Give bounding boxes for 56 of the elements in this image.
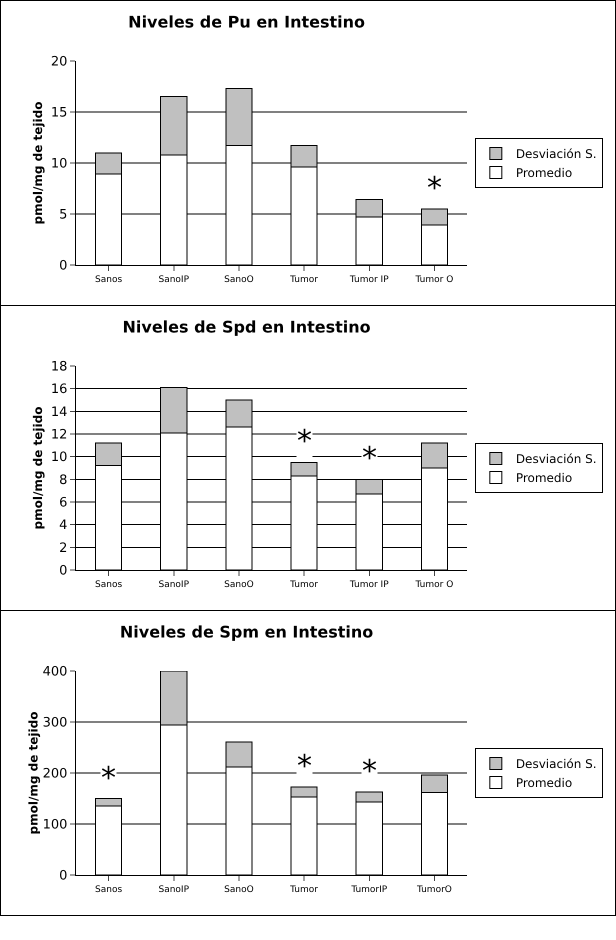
x-tick-label: SanoIP: [158, 884, 190, 895]
annotation: *: [427, 171, 442, 206]
annotation: *: [362, 754, 377, 789]
chart-title: Niveles de Pu en Intestino: [128, 12, 366, 32]
y-tick-label: 16: [50, 382, 68, 398]
legend-label: Desviación S.: [516, 147, 597, 162]
legend-label: Desviación S.: [516, 757, 597, 772]
chart-title: Niveles de Spm en Intestino: [120, 622, 374, 642]
y-tick-label: 4: [59, 518, 68, 534]
legend-label: Promedio: [516, 166, 572, 180]
x-tick-label: SanoIP: [158, 274, 190, 285]
y-tick-label: 0: [59, 868, 68, 884]
annotation: *: [297, 749, 312, 784]
y-tick-label: 5: [59, 208, 68, 223]
y-axis-title: pmol/mg de tejido: [31, 102, 45, 224]
x-tick-label: SanoIP: [158, 580, 190, 590]
y-tick-label: 10: [50, 450, 68, 466]
y-tick-label: 12: [50, 428, 68, 443]
x-tick-label: Tumor IP: [348, 274, 390, 285]
x-tick-label: Sanos: [95, 580, 122, 590]
y-tick-label: 8: [59, 472, 68, 488]
y-tick-label: 0: [59, 564, 68, 579]
y-tick-label: 2: [59, 540, 68, 556]
legend-label: Desviación S.: [516, 452, 597, 466]
x-tick-label: Sanos: [95, 274, 122, 285]
x-tick-label: TumorO: [416, 884, 452, 895]
x-tick-label: Tumor IP: [348, 580, 390, 590]
y-tick-label: 300: [42, 716, 68, 731]
legend-label: Promedio: [516, 776, 572, 790]
y-tick-label: 20: [50, 54, 68, 70]
y-tick-label: 400: [42, 664, 68, 680]
y-axis-title: pmol/mg de tejido: [31, 406, 45, 530]
x-tick-label: Tumor: [289, 274, 318, 285]
y-tick-label: 100: [42, 818, 68, 833]
y-tick-label: 14: [50, 404, 68, 420]
x-tick-label: SanoO: [224, 580, 254, 590]
legend-label: Promedio: [516, 471, 572, 486]
x-tick-label: TumorIP: [350, 884, 388, 895]
x-tick-label: SanoO: [224, 884, 254, 895]
x-tick-label: Tumor O: [414, 274, 454, 285]
chart-title: Niveles de Spd en Intestino: [122, 317, 371, 336]
x-tick-label: Tumor: [289, 884, 318, 895]
x-tick-label: Tumor O: [414, 580, 454, 590]
y-tick-label: 18: [50, 360, 68, 375]
y-tick-label: 6: [59, 496, 68, 511]
x-tick-label: Tumor: [289, 580, 318, 590]
y-tick-label: 0: [59, 258, 68, 274]
x-tick-label: Sanos: [95, 884, 122, 895]
annotation: *: [362, 441, 377, 476]
y-tick-label: 200: [42, 766, 68, 782]
x-tick-label: SanoO: [224, 274, 254, 285]
annotation: *: [101, 761, 116, 796]
y-tick-label: 15: [50, 106, 68, 121]
y-tick-label: 10: [50, 156, 68, 172]
y-axis-title: pmol/mg de tejido: [26, 712, 41, 834]
annotation: *: [297, 424, 312, 459]
